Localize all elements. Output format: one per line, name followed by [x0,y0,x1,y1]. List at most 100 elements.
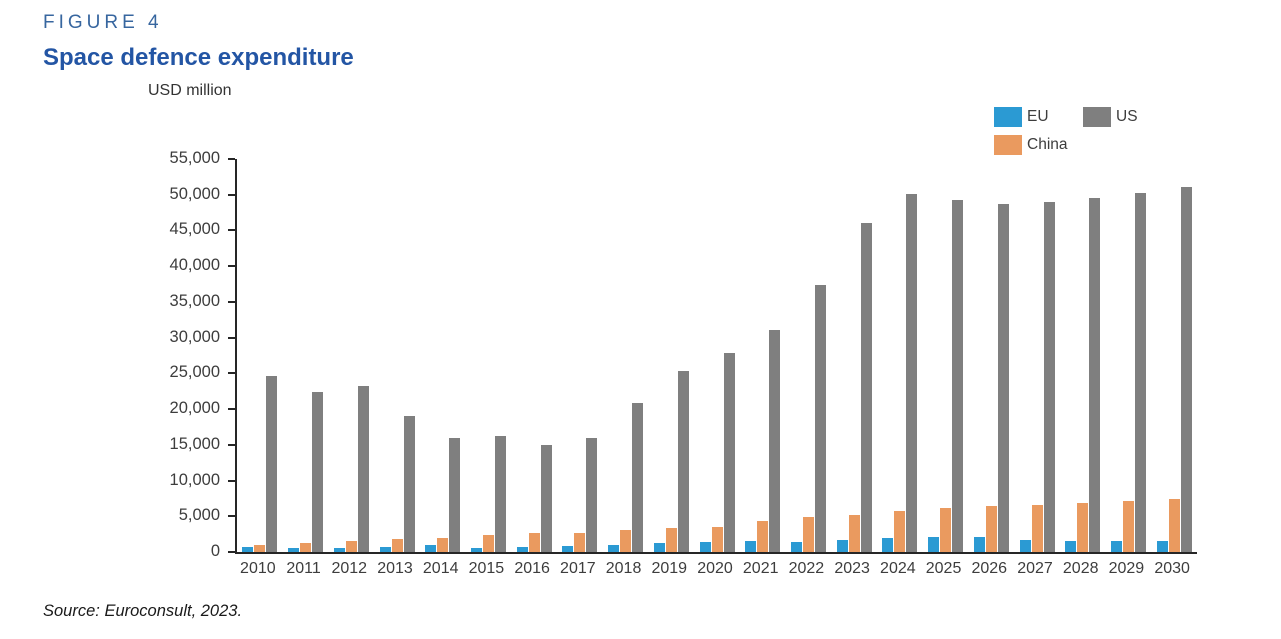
x-axis-year-label: 2024 [880,560,916,577]
bar-us-2019 [677,371,689,552]
y-axis-tick [228,408,235,411]
y-axis-tick [228,372,235,375]
x-axis-year-label: 2014 [422,560,459,577]
bar-us-2015 [494,436,506,552]
x-axis-year-label: 2010 [240,560,276,577]
bar-china-2014 [437,538,449,552]
legend-swatch-eu [994,107,1022,127]
bar-us-2018 [632,403,644,552]
bar-eu-2018 [608,545,620,552]
bar-eu-2022 [790,542,802,552]
x-axis-year-label: 2030 [1154,560,1190,577]
bar-china-2018 [620,530,632,552]
bar-us-2021 [769,330,781,552]
x-axis-year-label: 2021 [742,560,779,577]
y-axis-labels: 0 5,000 10,000 15,000 20,000 25,000 30,000 35,0… [0,149,220,560]
bar-eu-2016 [516,547,528,552]
legend-label-eu: EU [1027,108,1049,125]
y-axis-tick [228,479,235,482]
x-axis-year-label: 2017 [560,560,596,577]
x-axis-year-label: 2023 [834,560,870,577]
bar-eu-2024 [882,538,894,552]
x-axis-year-label: 2012 [331,560,368,577]
y-axis-tick [228,265,235,268]
bar-us-2014 [449,438,461,552]
bar-eu-2019 [653,543,665,552]
y-axis-tick-label: 35,000 [169,291,220,310]
plot-area [228,158,1197,554]
x-axis-year-label: 2011 [286,560,321,577]
bar-eu-2020 [699,542,711,552]
legend-label-us: US [1116,108,1138,125]
x-axis-year-label: 2018 [605,560,642,577]
x-axis-year-label: 2026 [971,560,1008,577]
bar-china-2025 [940,508,952,552]
y-axis-tick-label: 20,000 [169,399,220,418]
x-axis-year-label: 2027 [1017,560,1053,577]
bar-eu-2013 [379,547,391,552]
bar-us-2027 [1043,202,1055,552]
bar-china-2010 [254,545,266,552]
y-axis-tick [228,300,235,303]
bar-eu-2025 [928,537,940,552]
y-axis-tick [228,515,235,518]
bar-eu-2014 [425,545,437,552]
legend-swatch-us [1083,107,1111,127]
bar-china-2017 [574,533,586,552]
bar-eu-2010 [242,547,254,552]
bar-us-2023 [860,223,872,552]
y-axis-tick-label: 40,000 [169,256,220,275]
bar-china-2023 [848,515,860,552]
bar-china-2013 [391,539,403,552]
x-axis-year-label: 2016 [514,560,550,577]
bar-eu-2026 [973,537,985,552]
x-axis-year-label: 2015 [468,560,505,577]
y-axis-tick [228,158,235,160]
source-note: Source: Euroconsult, 2023. [43,602,243,620]
y-axis-tick-label: 55,000 [169,149,220,167]
figure-title: Space defence expenditure [43,44,354,71]
y-axis-tick-label: 50,000 [169,184,220,203]
x-axis-year-label: 2028 [1062,560,1099,577]
bar-eu-2023 [836,540,848,552]
bar-us-2013 [403,416,415,552]
x-axis-year-label: 2013 [377,560,413,577]
y-axis-tick-label: 15,000 [169,434,220,453]
y-axis-tick [228,229,235,232]
x-axis-labels: 2010 2011 2012 2013 2014 2015 2016 2017 2018 2019… [235,560,1195,584]
bar-china-2012 [345,541,357,552]
bar-us-2016 [540,445,552,552]
x-axis-year-label: 2029 [1108,560,1145,577]
bar-us-2026 [997,204,1009,552]
bar-us-2012 [357,386,369,552]
bar-eu-2015 [470,548,482,552]
x-axis-year-label: 2025 [925,560,962,577]
bar-china-2024 [894,511,906,552]
bar-eu-2021 [745,541,757,552]
y-axis-tick-label: 25,000 [169,363,220,382]
bar-china-2011 [300,543,312,552]
bar-eu-2017 [562,546,574,552]
bar-china-2022 [802,517,814,552]
bar-china-2028 [1077,503,1089,552]
legend-item-eu: EU [994,107,1049,127]
bar-china-2019 [665,528,677,552]
bar-eu-2029 [1110,541,1122,552]
bar-china-2021 [757,521,769,552]
bar-us-2025 [952,200,964,552]
bar-eu-2030 [1156,541,1168,552]
figure-label: FIGURE 4 [43,12,163,33]
bar-china-2026 [985,506,997,552]
bar-eu-2011 [288,548,300,552]
bar-us-2024 [906,194,918,552]
y-axis-tick [228,551,235,553]
x-axis-year-label: 2022 [788,560,825,577]
x-axis-year-label: 2019 [651,560,688,577]
bar-us-2010 [266,376,278,552]
bar-china-2016 [528,533,540,552]
y-axis-tick [228,193,235,196]
bar-china-2027 [1031,505,1043,552]
bar-us-2020 [723,353,735,552]
bar-us-2029 [1134,193,1146,552]
